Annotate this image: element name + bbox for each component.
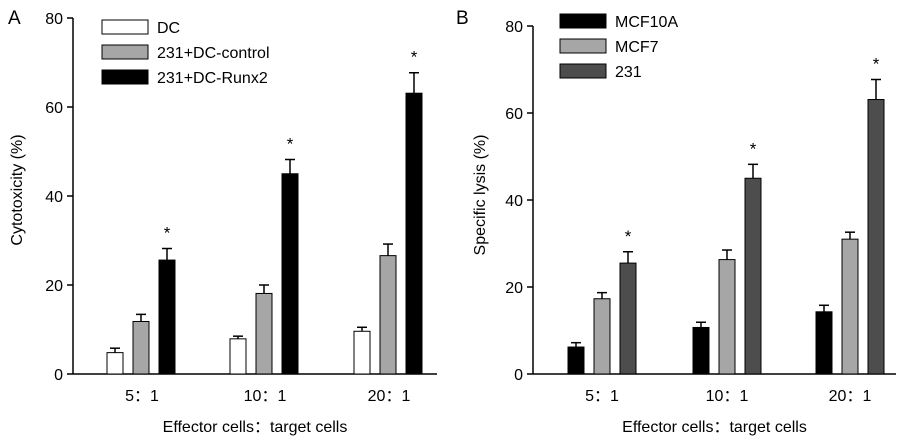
x-tick-label: 5：1 bbox=[585, 388, 619, 405]
y-tick-label: 80 bbox=[45, 11, 63, 28]
x-tick-label: 5：1 bbox=[125, 388, 159, 405]
significance-marker: * bbox=[625, 227, 632, 246]
y-tick-label: 0 bbox=[514, 367, 523, 384]
y-tick-label: 60 bbox=[505, 106, 523, 123]
bar bbox=[593, 298, 611, 375]
significance-marker: * bbox=[411, 48, 418, 67]
bar bbox=[815, 311, 833, 375]
bar bbox=[229, 338, 247, 375]
legend-label: 231 bbox=[615, 64, 642, 81]
legend-label: 231+DC-control bbox=[157, 45, 270, 62]
significance-marker: * bbox=[873, 55, 880, 74]
y-tick-label: 40 bbox=[45, 189, 63, 206]
panel-b: B 0 20 40 60 80 Specific lysis (%) Effector cel… bbox=[456, 8, 896, 436]
legend-label: MCF7 bbox=[615, 39, 659, 56]
x-tick-label: 10：1 bbox=[706, 388, 749, 405]
bar bbox=[132, 320, 150, 375]
x-tick-label: 10：1 bbox=[244, 388, 287, 405]
bar bbox=[255, 292, 273, 375]
legend-label: MCF10A bbox=[615, 14, 678, 31]
bar bbox=[567, 346, 585, 375]
significance-marker: * bbox=[287, 135, 294, 154]
y-tick-label: 0 bbox=[54, 367, 63, 384]
y-tick-label: 40 bbox=[505, 193, 523, 210]
significance-marker: * bbox=[750, 139, 757, 158]
legend-label: 231+DC-Runx2 bbox=[157, 70, 268, 87]
bar bbox=[867, 99, 885, 375]
y-axis-label: Specific lysis (%) bbox=[472, 135, 489, 256]
panel-label: A bbox=[8, 8, 21, 29]
y-axis-label: Cytotoxicity (%) bbox=[9, 134, 26, 245]
x-axis-label: Effector cells：target cells bbox=[622, 419, 807, 436]
bar bbox=[353, 330, 371, 375]
panel-label: B bbox=[456, 8, 469, 29]
y-tick-label: 20 bbox=[505, 280, 523, 297]
significance-marker: * bbox=[164, 224, 171, 243]
bar bbox=[158, 259, 176, 375]
legend-swatch bbox=[559, 63, 607, 79]
bar bbox=[106, 352, 124, 375]
y-tick-label: 20 bbox=[45, 278, 63, 295]
bar bbox=[281, 173, 299, 375]
bar bbox=[619, 262, 637, 375]
x-axis-label: Effector cells：target cells bbox=[163, 419, 348, 436]
bar bbox=[718, 259, 736, 375]
bar bbox=[379, 255, 397, 375]
legend-swatch bbox=[101, 44, 149, 60]
legend-swatch bbox=[101, 69, 149, 85]
legend-label: DC bbox=[157, 20, 180, 37]
bar bbox=[692, 326, 710, 375]
bar bbox=[744, 177, 762, 375]
bar bbox=[405, 92, 423, 375]
panel-a: A 0 20 40 60 80 Cytotoxicity (%) Effector cells… bbox=[8, 8, 437, 436]
y-tick-label: 80 bbox=[505, 19, 523, 36]
y-tick-label: 60 bbox=[45, 100, 63, 117]
x-tick-label: 20：1 bbox=[829, 388, 872, 405]
legend-swatch bbox=[559, 13, 607, 29]
legend-swatch bbox=[559, 38, 607, 54]
x-tick-label: 20：1 bbox=[368, 388, 411, 405]
legend-swatch bbox=[101, 19, 149, 35]
bar bbox=[841, 238, 859, 375]
